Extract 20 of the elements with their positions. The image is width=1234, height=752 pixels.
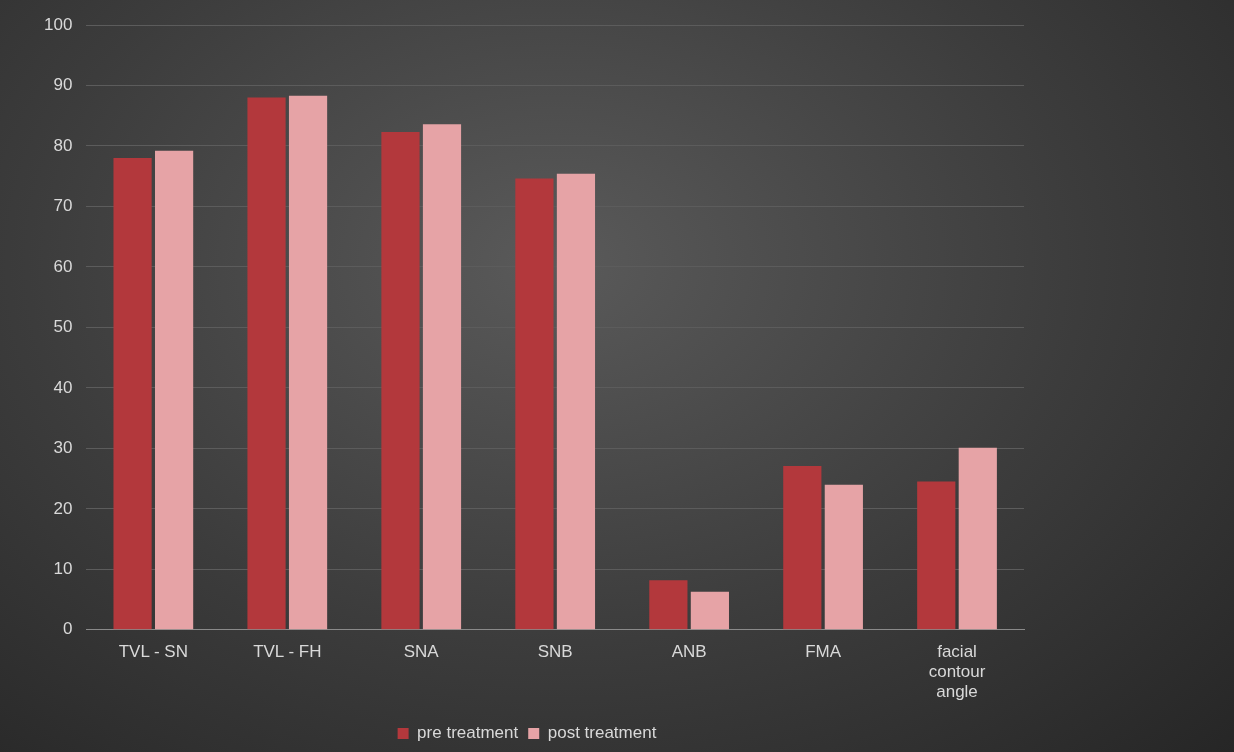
y-tick-label: 70 (53, 196, 73, 216)
y-tick-label: 20 (53, 498, 73, 518)
x-tick-label: FMA (805, 641, 842, 661)
y-tick-label: 90 (53, 75, 73, 95)
legend-label: pre treatment (417, 723, 519, 743)
y-tick-label: 100 (43, 14, 73, 34)
x-tick-label: SNB (537, 641, 573, 661)
x-tick-label: SNA (403, 641, 440, 661)
y-tick-label: 0 (62, 619, 73, 639)
x-tick-label: TVL - FH (253, 641, 322, 661)
legend-label: post treatment (547, 723, 657, 743)
y-tick-label: 80 (53, 135, 73, 155)
x-tick-label: facial contour angle (928, 641, 986, 702)
x-tick-label: ANB (671, 641, 707, 661)
y-tick-label: 50 (53, 317, 73, 337)
y-tick-label: 60 (53, 256, 73, 276)
y-tick-label: 40 (53, 377, 73, 397)
y-tick-label: 10 (53, 559, 73, 579)
y-tick-label: 30 (53, 438, 73, 458)
x-tick-label: TVL - SN (118, 641, 188, 661)
